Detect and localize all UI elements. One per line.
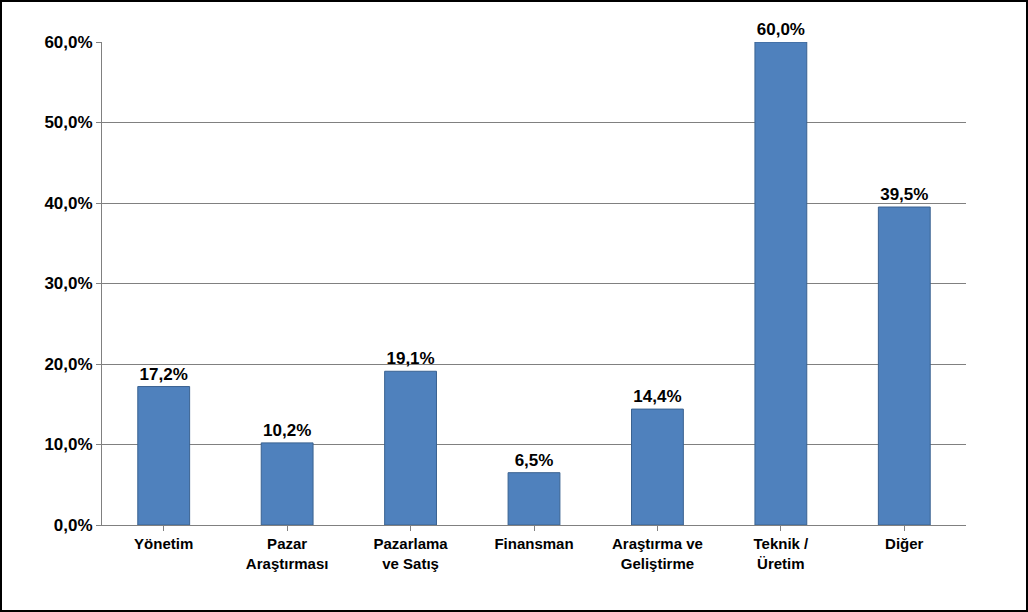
svg-text:20,0%: 20,0% xyxy=(44,355,92,374)
svg-text:30,0%: 30,0% xyxy=(44,274,92,293)
svg-text:39,5%: 39,5% xyxy=(880,185,928,204)
svg-text:60,0%: 60,0% xyxy=(44,33,92,52)
svg-text:Pazarlamave Satış: Pazarlamave Satış xyxy=(373,535,448,572)
svg-text:17,2%: 17,2% xyxy=(140,365,188,384)
svg-text:10,2%: 10,2% xyxy=(263,421,311,440)
svg-text:60,0%: 60,0% xyxy=(757,20,805,39)
svg-text:40,0%: 40,0% xyxy=(44,194,92,213)
svg-text:Diğer: Diğer xyxy=(885,535,924,552)
svg-text:6,5%: 6,5% xyxy=(515,451,554,470)
svg-text:Araştırma veGeliştirme: Araştırma veGeliştirme xyxy=(612,535,703,572)
svg-text:Yönetim: Yönetim xyxy=(134,535,193,552)
svg-text:50,0%: 50,0% xyxy=(44,113,92,132)
svg-text:0,0%: 0,0% xyxy=(54,516,93,535)
svg-text:PazarAraştırması: PazarAraştırması xyxy=(246,535,329,572)
svg-text:10,0%: 10,0% xyxy=(44,435,92,454)
svg-text:Finansman: Finansman xyxy=(494,535,573,552)
svg-text:14,4%: 14,4% xyxy=(633,387,681,406)
svg-text:19,1%: 19,1% xyxy=(386,349,434,368)
svg-text:Teknik /Üretim: Teknik /Üretim xyxy=(753,535,809,572)
